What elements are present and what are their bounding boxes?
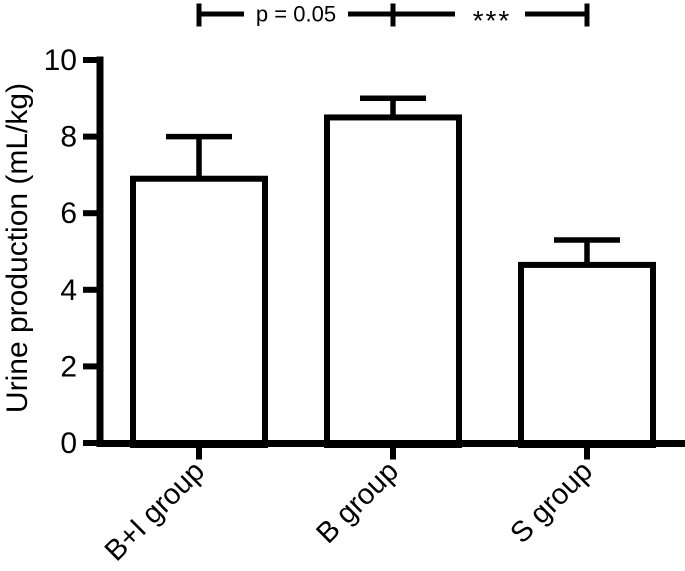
x-category-label: S group bbox=[504, 455, 598, 549]
x-category-label: B group bbox=[310, 455, 404, 549]
y-tick-label: 10 bbox=[44, 44, 77, 77]
y-tick-label: 4 bbox=[60, 274, 77, 307]
x-category-label: B+I group bbox=[99, 455, 211, 567]
significance-label: p = 0.05 bbox=[256, 2, 336, 27]
y-tick-label: 6 bbox=[60, 197, 77, 230]
significance-label: *** bbox=[473, 5, 512, 36]
y-tick-label: 2 bbox=[60, 350, 77, 383]
y-tick-label: 8 bbox=[60, 121, 77, 154]
bar-1 bbox=[130, 175, 268, 448]
bar-2 bbox=[324, 114, 462, 448]
y-axis-title: Urine production (mL/kg) bbox=[1, 83, 34, 413]
y-tick-label: 0 bbox=[60, 427, 77, 460]
bar-3 bbox=[518, 261, 656, 448]
